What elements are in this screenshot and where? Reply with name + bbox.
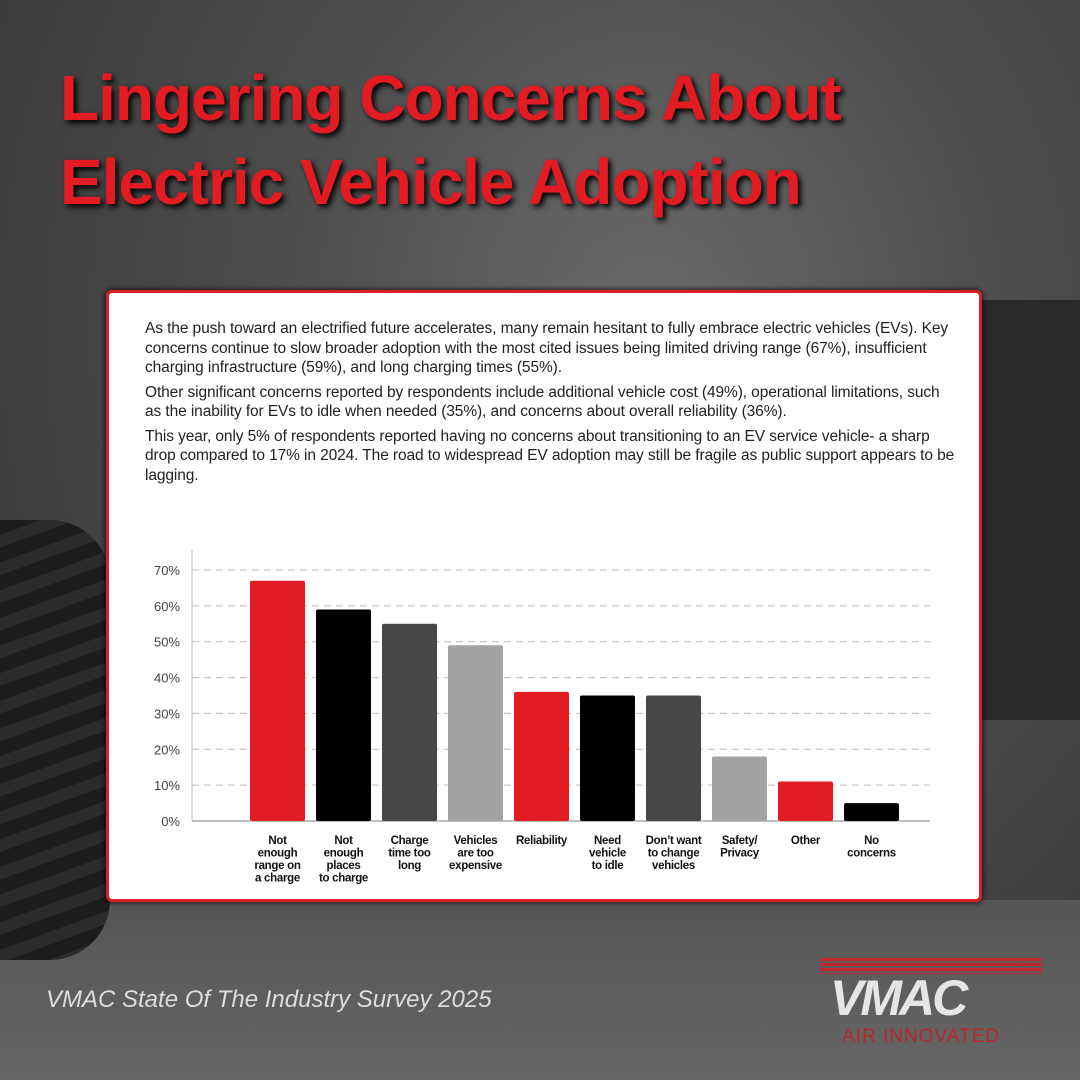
x-tick-label: to charge	[319, 873, 368, 885]
paragraph-3: This year, only 5% of respondents report…	[145, 427, 955, 484]
bar	[316, 609, 371, 821]
bar	[514, 691, 569, 821]
x-tick-label: enough	[324, 848, 364, 860]
y-tick-label: 30%	[154, 706, 180, 721]
y-tick-label: 0%	[161, 814, 180, 829]
x-tick-label: to change	[648, 848, 700, 860]
y-tick-label: 50%	[154, 635, 180, 650]
x-tick-label: a charge	[255, 873, 300, 885]
logo-word: VMAC	[830, 970, 968, 1026]
title-line-1: Lingering Concerns About	[60, 62, 842, 134]
footer-source: VMAC State Of The Industry Survey 2025	[46, 986, 492, 1013]
x-tick-label: range on	[254, 860, 300, 872]
x-tick-label: Other	[791, 835, 821, 847]
y-tick-label: 10%	[154, 778, 180, 793]
x-tick-label: Not	[334, 835, 353, 847]
content-card: As the push toward an electrified future…	[106, 290, 982, 902]
x-tick-label: Reliability	[516, 835, 568, 847]
x-tick-label: Privacy	[720, 848, 760, 860]
x-tick-label: to idle	[592, 860, 624, 872]
logo-tagline: AIR INNOVATED	[842, 1026, 1000, 1047]
x-tick-label: Don’t want	[646, 835, 702, 847]
vmac-logo: VMAC AIR INNOVATED	[820, 956, 1050, 1052]
x-tick-label: No	[864, 835, 879, 847]
bar	[250, 580, 305, 821]
y-tick-label: 70%	[154, 563, 180, 578]
x-tick-label: vehicle	[589, 848, 626, 860]
x-tick-label: Need	[594, 835, 621, 847]
page-title: Lingering Concerns About Electric Vehicl…	[60, 56, 1040, 224]
body-text: As the push toward an electrified future…	[145, 319, 955, 490]
bar	[382, 623, 437, 821]
y-tick-label: 20%	[154, 742, 180, 757]
background-truck	[980, 300, 1080, 720]
x-tick-label: places	[326, 860, 360, 872]
x-tick-label: time too	[388, 848, 431, 860]
x-tick-label: Not	[268, 835, 287, 847]
x-tick-label: concerns	[847, 848, 896, 860]
bar	[712, 756, 767, 821]
x-tick-label: expensive	[449, 860, 502, 872]
title-line-2: Electric Vehicle Adoption	[60, 146, 802, 218]
logo-stripes	[820, 958, 1042, 974]
bar	[844, 803, 899, 821]
bar	[778, 781, 833, 821]
x-tick-label: Vehicles	[454, 835, 498, 847]
x-tick-label: enough	[258, 848, 298, 860]
x-tick-label: long	[398, 860, 421, 872]
x-tick-label: Charge	[391, 835, 429, 847]
bar	[646, 695, 701, 821]
bar	[580, 695, 635, 821]
paragraph-1: As the push toward an electrified future…	[145, 320, 948, 376]
background-road	[0, 900, 1080, 1080]
x-tick-label: are too	[457, 848, 494, 860]
y-tick-label: 40%	[154, 671, 180, 686]
x-tick-label: Safety/	[722, 835, 759, 847]
x-tick-label: vehicles	[652, 860, 695, 872]
background-tire	[0, 520, 110, 960]
y-tick-label: 60%	[154, 599, 180, 614]
paragraph-2: Other significant concerns reported by r…	[145, 383, 940, 421]
bar	[448, 645, 503, 821]
